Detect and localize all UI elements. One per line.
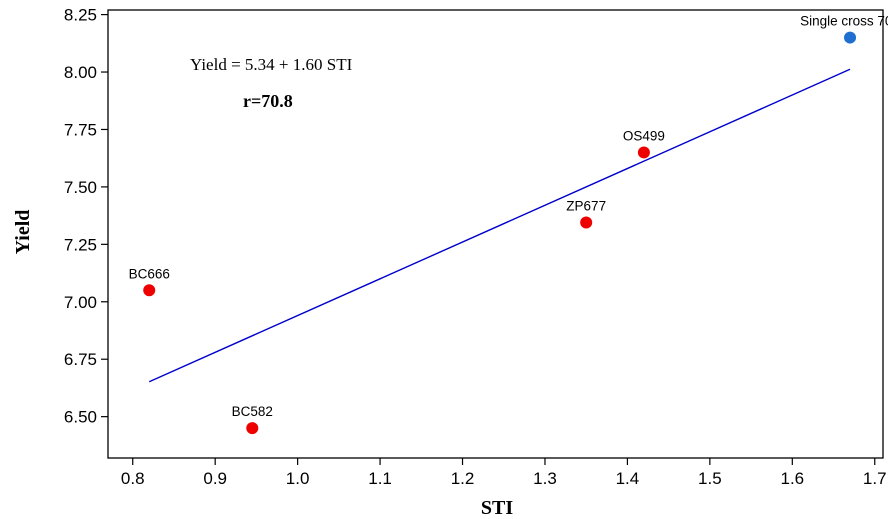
y-tick-label: 6.50 [64,408,97,427]
x-tick-label: 1.1 [368,469,392,488]
y-tick-label: 8.00 [64,63,97,82]
y-tick-label: 6.75 [64,350,97,369]
x-tick-label: 1.3 [533,469,557,488]
regression-equation: Yield = 5.34 + 1.60 STI [190,55,353,74]
x-tick-label: 1.7 [863,469,887,488]
y-axis-title: Yield [12,210,34,255]
correlation-label: r=70.8 [243,91,293,111]
y-tick-label: 7.50 [64,178,97,197]
plot-axes: 0.8 0.9 1.0 1.1 1.2 1.3 1.4 1.5 1.6 1.7 6.50 6.75 7.… [64,6,887,488]
data-points: BC666 BC582 ZP677 OS499 Single cross 704 [129,14,888,435]
y-tick-label: 7.75 [64,120,97,139]
data-point-label: Single cross 704 [800,14,888,29]
x-tick-label: 0.8 [121,469,145,488]
x-tick-label: 1.5 [698,469,722,488]
data-point [844,31,857,44]
data-point [637,146,650,159]
data-point-label: OS499 [623,128,665,143]
data-point [143,284,156,297]
data-point-label: BC666 [129,266,170,281]
x-tick-label: 0.9 [203,469,227,488]
data-point [580,216,593,229]
regression-line [148,68,851,383]
y-tick-label: 8.25 [64,6,97,25]
y-tick-label: 7.25 [64,235,97,254]
x-tick-label: 1.6 [780,469,804,488]
x-tick-label: 1.2 [451,469,475,488]
data-point-label: ZP677 [566,199,606,214]
x-axis-title: STI [481,497,513,519]
y-tick-label: 7.00 [64,293,97,312]
x-tick-label: 1.4 [616,469,640,488]
x-tick-label: 1.0 [286,469,310,488]
data-point [246,422,259,435]
data-point-label: BC582 [232,404,273,419]
plot-frame [107,9,884,459]
